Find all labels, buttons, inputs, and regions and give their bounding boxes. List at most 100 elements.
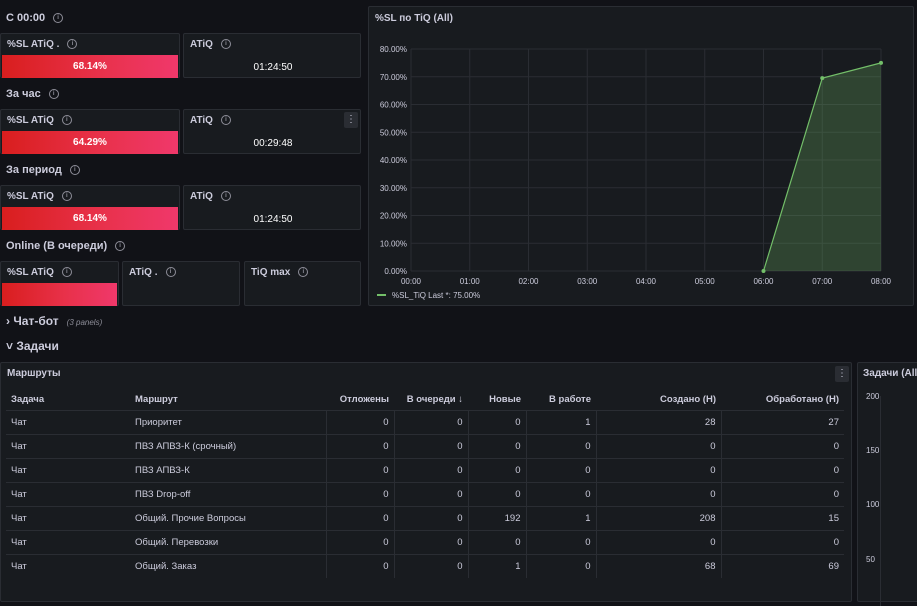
cell-in-work: 0 bbox=[525, 458, 596, 483]
table-row: Чат Общий. Прочие Вопросы 0 0 192 1 208 15 bbox=[6, 506, 844, 531]
cell-queue: 0 bbox=[393, 554, 468, 578]
row-tasks[interactable]: ˅ Задачи bbox=[6, 339, 59, 353]
x-tick-label: 08:00 bbox=[871, 277, 892, 286]
info-icon[interactable]: i bbox=[67, 39, 78, 50]
col-header-created[interactable]: Создано (Н) bbox=[660, 393, 716, 405]
y-tick-label: 0.00% bbox=[384, 267, 407, 276]
table-row: Чат ПВЗ АПВЗ-К 0 0 0 0 0 0 bbox=[6, 458, 844, 483]
atiq-midnight-panel[interactable]: ATiQ i 01:24:50 bbox=[183, 33, 361, 78]
panel-title-text: ATiQ bbox=[190, 115, 213, 126]
y-tick-label: 10.00% bbox=[380, 239, 407, 248]
tasks-all-title: Задачи (All) bbox=[863, 368, 917, 379]
cell-task: Чат bbox=[6, 506, 130, 531]
cell-task: Чат bbox=[6, 458, 130, 483]
cell-route: Приоритет bbox=[130, 410, 326, 435]
panel-title: ATiQ . i bbox=[129, 267, 176, 278]
y-tick-label: 30.00% bbox=[380, 184, 407, 193]
cell-postponed: 0 bbox=[325, 482, 394, 507]
cell-processed: 0 bbox=[720, 458, 844, 483]
series-point bbox=[761, 269, 766, 273]
y-tick-label: 80.00% bbox=[380, 45, 407, 54]
y-axis-line bbox=[880, 396, 881, 606]
cell-route: ПВЗ АПВЗ-К bbox=[130, 458, 326, 483]
sl-atiq-online-panel[interactable]: %SL ATiQ i bbox=[0, 261, 119, 306]
cell-processed: 27 bbox=[720, 410, 844, 435]
row-chatbot[interactable]: › Чат-бот (3 panels) bbox=[6, 314, 102, 328]
col-header-route[interactable]: Маршрут bbox=[135, 393, 178, 405]
info-icon[interactable]: i bbox=[69, 165, 80, 176]
info-icon[interactable]: i bbox=[220, 191, 231, 202]
cell-postponed: 0 bbox=[325, 434, 394, 459]
sl-value: 68.14% bbox=[73, 61, 107, 72]
sl-atiq-period-panel[interactable]: %SL ATiQ i 68.14% bbox=[0, 185, 180, 230]
x-tick-label: 06:00 bbox=[753, 277, 774, 286]
x-tick-label: 04:00 bbox=[636, 277, 657, 286]
x-tick-label: 02:00 bbox=[518, 277, 539, 286]
panel-menu-icon[interactable]: ⋮ bbox=[344, 112, 358, 128]
atiq-hour-panel[interactable]: ATiQ i ⋮ 00:29:48 bbox=[183, 109, 361, 154]
col-header-postponed[interactable]: Отложены bbox=[339, 393, 389, 405]
panel-title-text: ATiQ . bbox=[129, 267, 158, 278]
sl-atiq-hour-panel[interactable]: %SL ATiQ i 64.29% bbox=[0, 109, 180, 154]
panel-menu-icon[interactable]: ⋮ bbox=[835, 366, 849, 382]
routes-table: Задача Маршрут Отложены В очереди ↓ Новы… bbox=[6, 388, 844, 578]
sl-tiq-chart: 0.00% 10.00% 20.00% 30.00% 40.00% 50.00% 60.00… bbox=[377, 45, 892, 300]
sl-atiq-midnight-panel[interactable]: %SL ATiQ . i 68.14% bbox=[0, 33, 180, 78]
tasks-all-panel[interactable]: Задачи (All) 200 150 100 50 bbox=[857, 362, 917, 606]
col-header-task[interactable]: Задача bbox=[11, 393, 45, 405]
cell-queue: 0 bbox=[393, 506, 468, 531]
tiq-max-online-panel[interactable]: TiQ max i bbox=[244, 261, 361, 306]
atiq-period-panel[interactable]: ATiQ i 01:24:50 bbox=[183, 185, 361, 230]
y-tick-label: 40.00% bbox=[380, 156, 407, 165]
cell-new: 0 bbox=[467, 458, 526, 483]
col-header-processed[interactable]: Обработано (Н) bbox=[765, 393, 839, 405]
atiq-value: 01:24:50 bbox=[253, 214, 293, 225]
cell-queue: 0 bbox=[393, 434, 468, 459]
table-row: Чат ПВЗ АПВЗ-К (срочный) 0 0 0 0 0 0 bbox=[6, 434, 844, 459]
panel-title: %SL ATiQ . i bbox=[7, 39, 78, 50]
y-tick-label: 70.00% bbox=[380, 73, 407, 82]
legend-label: %SL_TiQ Last *: 75.00% bbox=[392, 291, 480, 300]
y-tick-label: 150 bbox=[866, 446, 880, 455]
info-icon[interactable]: i bbox=[220, 115, 231, 126]
panel-title: %SL ATiQ i bbox=[7, 115, 72, 126]
routes-panel[interactable]: Маршруты ⋮ Задача Маршрут Отложены В оче… bbox=[0, 362, 852, 602]
atiq-online-panel[interactable]: ATiQ . i bbox=[122, 261, 240, 306]
info-icon[interactable]: i bbox=[48, 89, 59, 100]
info-icon[interactable]: i bbox=[61, 115, 72, 126]
info-icon[interactable]: i bbox=[61, 191, 72, 202]
cell-processed: 15 bbox=[720, 506, 844, 531]
col-header-in-work[interactable]: В работе bbox=[549, 393, 591, 405]
col-header-new[interactable]: Новые bbox=[489, 393, 521, 405]
cell-postponed: 0 bbox=[325, 458, 394, 483]
x-tick-label: 07:00 bbox=[812, 277, 833, 286]
cell-new: 1 bbox=[467, 554, 526, 578]
y-tick-label: 20.00% bbox=[380, 212, 407, 221]
section-per-period-label: За период bbox=[6, 164, 62, 176]
info-icon[interactable]: i bbox=[61, 267, 72, 278]
cell-route: Общий. Заказ bbox=[130, 554, 326, 578]
section-online: Online (В очереди) i bbox=[6, 240, 126, 252]
col-header-queue[interactable]: В очереди ↓ bbox=[406, 393, 463, 405]
table-row: Чат Приоритет 0 0 0 1 28 27 bbox=[6, 410, 844, 435]
cell-queue: 0 bbox=[393, 410, 468, 435]
info-icon[interactable]: i bbox=[53, 13, 64, 24]
x-tick-label: 00:00 bbox=[401, 277, 422, 286]
section-per-hour-label: За час bbox=[6, 88, 41, 100]
section-since-midnight: С 00:00 i bbox=[6, 12, 64, 24]
info-icon[interactable]: i bbox=[115, 241, 126, 252]
panel-title-text: %SL ATiQ bbox=[7, 191, 54, 202]
cell-task: Чат bbox=[6, 410, 130, 435]
cell-created: 0 bbox=[595, 530, 721, 555]
info-icon[interactable]: i bbox=[165, 267, 176, 278]
cell-new: 0 bbox=[467, 482, 526, 507]
info-icon[interactable]: i bbox=[220, 39, 231, 50]
cell-queue: 0 bbox=[393, 530, 468, 555]
sl-tiq-chart-panel[interactable]: %SL по TiQ (All) 0.00% 10.00% 20.00% 30.00%… bbox=[368, 6, 914, 306]
cell-processed: 0 bbox=[720, 530, 844, 555]
panel-title: %SL ATiQ i bbox=[7, 267, 72, 278]
info-icon[interactable]: i bbox=[298, 267, 309, 278]
panel-title: ATiQ i bbox=[190, 115, 231, 126]
cell-created: 208 bbox=[595, 506, 721, 531]
section-per-hour: За час i bbox=[6, 88, 59, 100]
